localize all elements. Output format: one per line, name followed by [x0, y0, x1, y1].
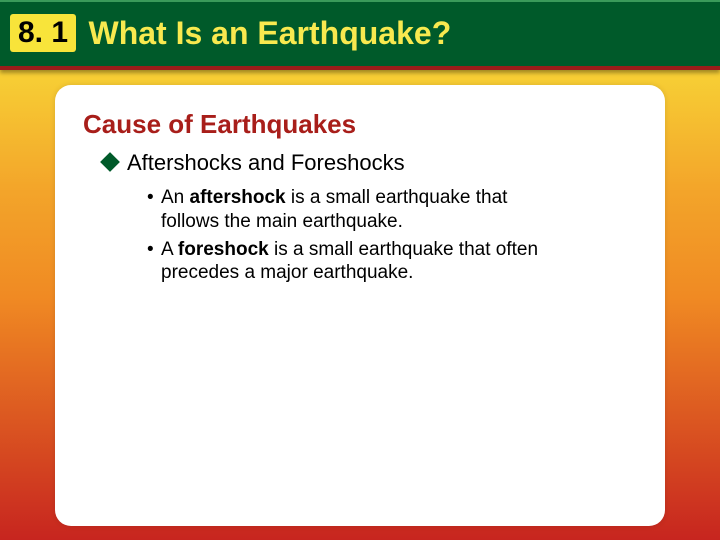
sub-item-label: Aftershocks and Foreshocks: [127, 150, 405, 175]
bullet-text-bold: aftershock: [190, 187, 286, 208]
slide-title: What Is an Earthquake?: [89, 15, 452, 52]
list-item: An aftershock is a small earthquake that…: [147, 186, 567, 234]
section-number-chip: 8. 1: [10, 14, 76, 52]
bullet-text-pre: A: [161, 239, 178, 260]
header-band: 8. 1 What Is an Earthquake?: [0, 0, 720, 70]
bullet-list: An aftershock is a small earthquake that…: [147, 186, 633, 285]
bullet-text-pre: An: [161, 187, 190, 208]
sub-item: Aftershocks and Foreshocks: [103, 150, 633, 176]
list-item: A foreshock is a small earthquake that o…: [147, 238, 567, 286]
content-panel: Cause of Earthquakes Aftershocks and For…: [55, 85, 665, 526]
subtitle: Cause of Earthquakes: [83, 109, 633, 140]
bullet-text-bold: foreshock: [178, 239, 269, 260]
diamond-icon: [100, 152, 120, 172]
